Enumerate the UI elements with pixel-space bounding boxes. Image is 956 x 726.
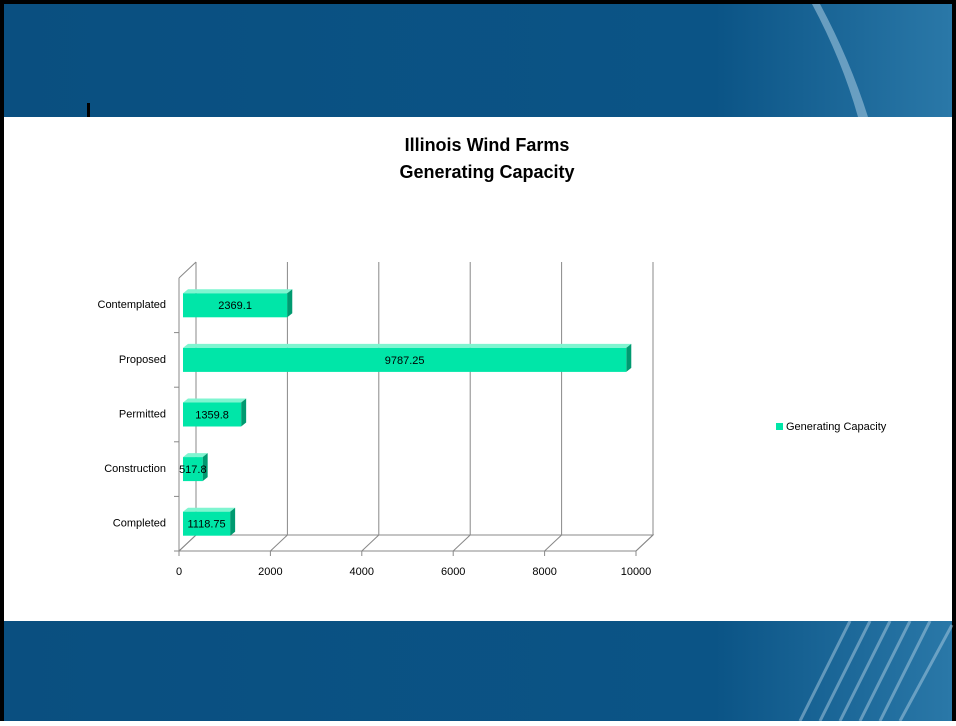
x-tick-label: 10000 xyxy=(621,566,652,578)
legend-label: Generating Capacity xyxy=(786,421,887,433)
chart-subtitle: Generating Capacity xyxy=(399,162,574,182)
x-tick-label: 0 xyxy=(176,566,182,578)
data-label: 517.8 xyxy=(179,464,207,476)
bar-top xyxy=(183,398,247,403)
bar xyxy=(183,511,231,536)
x-tick-label: 8000 xyxy=(532,566,556,578)
bar-top xyxy=(183,453,208,458)
x-tick-label: 6000 xyxy=(441,566,465,578)
bar xyxy=(183,293,288,318)
y-tick-label: Permitted xyxy=(119,408,166,420)
data-label: 2369.1 xyxy=(218,300,252,312)
bar-top xyxy=(183,507,236,512)
data-label: 9787.25 xyxy=(385,355,425,367)
x-tick-label: 4000 xyxy=(350,566,374,578)
y-tick-label: Completed xyxy=(113,518,166,530)
bar xyxy=(183,457,203,482)
bar xyxy=(183,347,627,372)
bar xyxy=(183,402,242,427)
bar-side xyxy=(626,343,632,372)
bar-top xyxy=(183,343,632,348)
cursor-mark xyxy=(87,103,90,117)
grid-line xyxy=(635,262,654,552)
bottom-band xyxy=(4,621,952,721)
x-tick-label: 2000 xyxy=(258,566,282,578)
data-label: 1359.8 xyxy=(195,409,229,421)
data-label: 1118.75 xyxy=(187,519,225,531)
decor-lines xyxy=(798,620,954,722)
y-tick-label: Contemplated xyxy=(98,299,167,311)
bar-side xyxy=(241,398,247,427)
y-axis-back xyxy=(178,261,197,279)
legend-swatch xyxy=(776,423,783,430)
bar-side xyxy=(287,289,293,318)
bar-side xyxy=(202,453,208,482)
y-tick-label: Proposed xyxy=(119,354,166,366)
bar-side xyxy=(230,507,236,536)
top-band xyxy=(4,4,952,117)
decor-streak xyxy=(812,4,868,117)
chart-title: Illinois Wind Farms xyxy=(405,135,570,155)
y-tick-label: Construction xyxy=(104,463,166,475)
bar-top xyxy=(183,289,293,294)
